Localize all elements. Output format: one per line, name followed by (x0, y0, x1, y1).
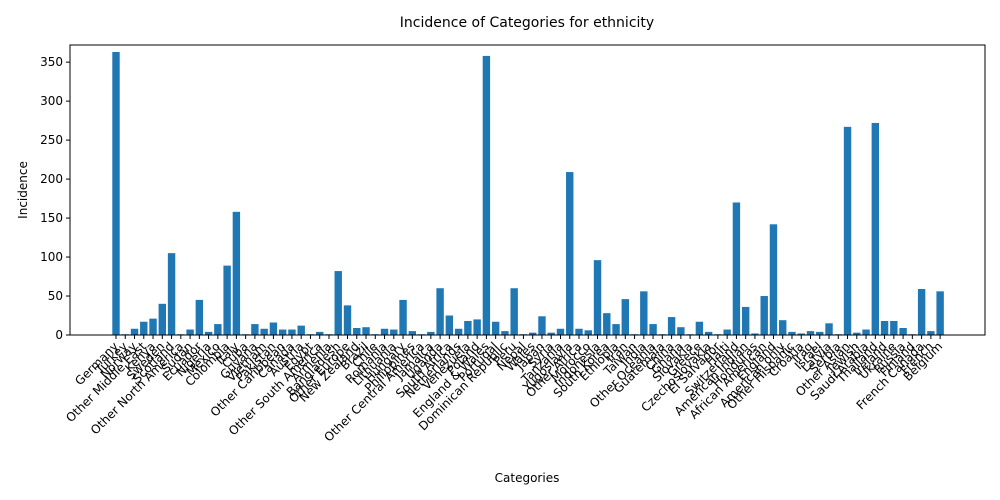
y-tick-label: 150 (40, 211, 63, 225)
bar (917, 289, 926, 335)
bar (843, 126, 852, 336)
y-tick-label: 200 (40, 172, 63, 186)
bar (575, 328, 583, 335)
bar (936, 291, 944, 335)
bar (871, 122, 880, 335)
bar (204, 331, 213, 335)
bar (473, 319, 481, 335)
bar (380, 328, 389, 335)
bar (353, 327, 361, 335)
bar (760, 296, 768, 335)
bar (362, 327, 370, 335)
bar (667, 317, 676, 335)
bar (390, 329, 398, 335)
bar (723, 329, 731, 335)
bar (704, 331, 713, 335)
bar (547, 332, 555, 335)
bar (130, 328, 139, 335)
bar (788, 331, 796, 335)
bar (825, 323, 833, 335)
bar (186, 329, 194, 335)
bar (640, 291, 648, 335)
bar (603, 313, 611, 335)
bar (806, 331, 815, 335)
bar (454, 328, 463, 335)
bar (464, 320, 472, 335)
bar (816, 331, 824, 335)
bar (251, 324, 259, 335)
bar (269, 322, 278, 335)
bar (149, 318, 157, 335)
y-tick-label: 300 (40, 94, 63, 108)
bar (899, 327, 907, 335)
bar (343, 305, 352, 335)
x-axis-label: Categories (495, 471, 560, 485)
bar (232, 211, 241, 335)
bar (482, 55, 491, 336)
bar (436, 288, 444, 335)
bar (408, 331, 417, 335)
bar (223, 265, 231, 335)
bar (880, 320, 889, 335)
bar (593, 260, 602, 335)
bar (501, 331, 509, 335)
bar (427, 331, 435, 335)
bar (399, 299, 407, 335)
bar (677, 327, 685, 335)
bar (769, 224, 778, 335)
y-tick-label: 350 (40, 55, 63, 69)
bar (797, 333, 805, 335)
bar (862, 329, 870, 335)
bar (529, 332, 537, 335)
chart-title: Incidence of Categories for ethnicity (400, 15, 654, 31)
bar (112, 52, 120, 336)
bar (566, 172, 574, 335)
bar (649, 324, 657, 335)
bar (538, 316, 546, 335)
bar (316, 331, 324, 335)
bar (556, 328, 565, 335)
bar (278, 329, 287, 335)
bar (779, 320, 787, 335)
plot-frame (69, 44, 986, 336)
bar (695, 321, 704, 335)
bar (297, 325, 305, 335)
bar (140, 321, 148, 335)
bar (260, 328, 268, 335)
bar (927, 331, 935, 335)
y-tick-label: 100 (40, 250, 63, 264)
bar (491, 321, 500, 335)
bar (621, 299, 629, 335)
bar (853, 332, 861, 335)
bar (334, 271, 342, 335)
bar (584, 330, 592, 335)
bar (510, 288, 518, 335)
bar (741, 306, 750, 335)
bar (214, 324, 222, 335)
bar (612, 324, 620, 335)
bar (751, 333, 759, 335)
bar (167, 253, 176, 335)
bar (890, 320, 898, 335)
y-tick-label: 250 (40, 133, 63, 147)
bar (158, 303, 166, 335)
bar (288, 329, 296, 335)
y-tick-label: 0 (55, 328, 63, 342)
y-tick-label: 50 (48, 289, 63, 303)
bar (445, 315, 454, 335)
bar (195, 299, 204, 335)
bar (732, 202, 741, 335)
y-axis-label: Incidence (16, 161, 30, 219)
